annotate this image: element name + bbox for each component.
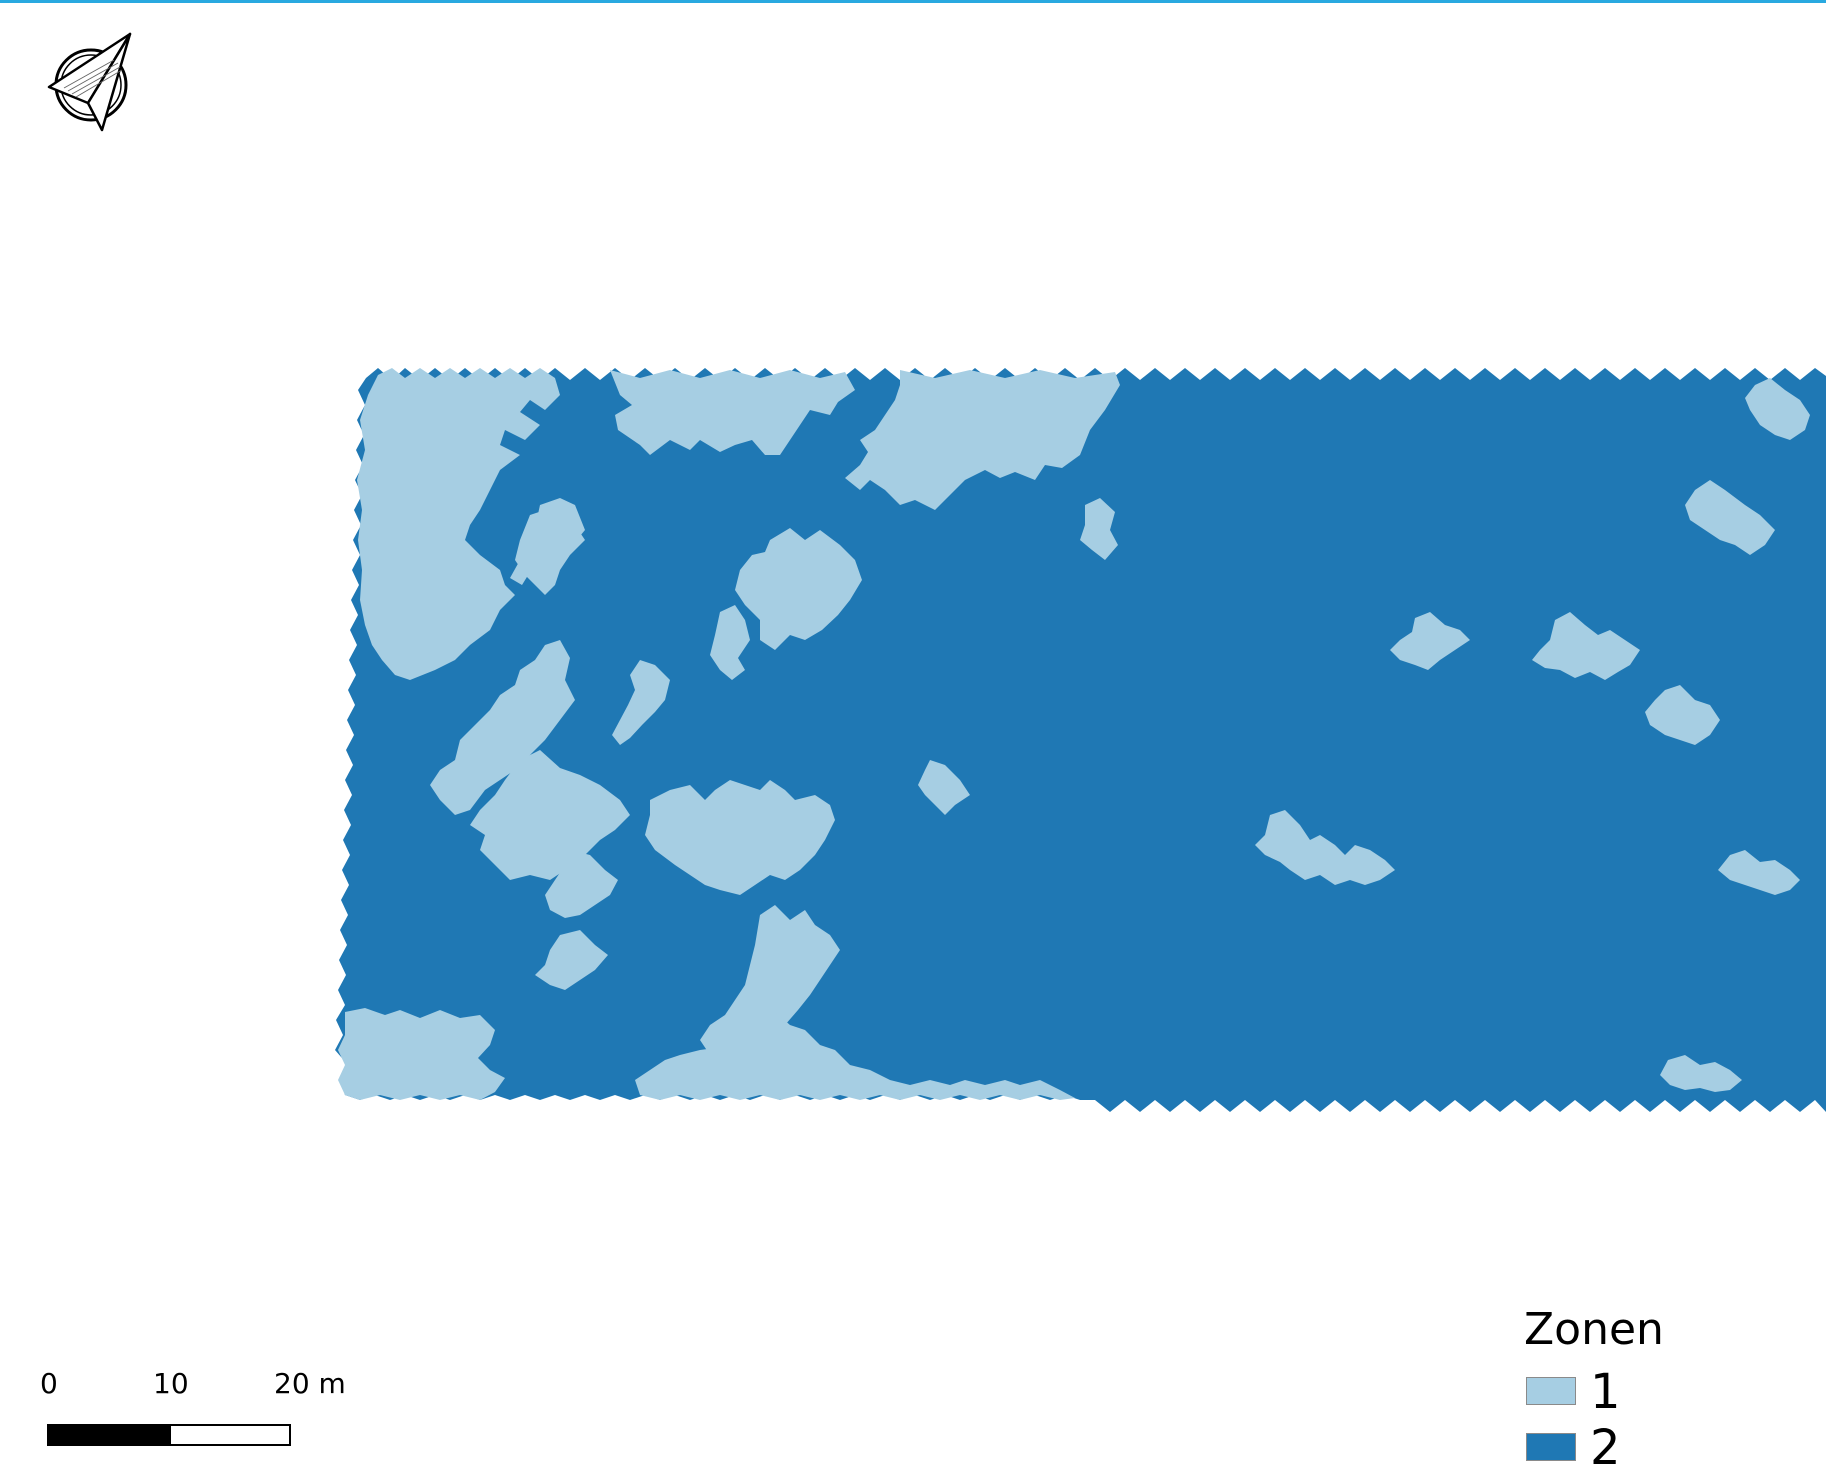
- compass-north-arrow-icon: [47, 32, 132, 132]
- legend-swatch-1: [1526, 1377, 1576, 1405]
- scale-bar: 0 10 20 m: [38, 1370, 378, 1458]
- legend-label-2: 2: [1590, 1420, 1621, 1476]
- legend-label-1: 1: [1590, 1364, 1621, 1420]
- scale-bar-filled-segment: [49, 1426, 171, 1444]
- scale-label-0: 0: [40, 1367, 58, 1400]
- legend: Zonen 1 2: [1524, 1304, 1824, 1473]
- scale-label-20: 20 m: [274, 1367, 346, 1400]
- legend-item-2: 2: [1524, 1424, 1784, 1474]
- scale-label-10: 10: [153, 1367, 189, 1400]
- scale-bar-track: [47, 1424, 291, 1446]
- zone-2-area: [335, 368, 1826, 1112]
- frame-top-rule: [0, 0, 1826, 3]
- zone-1-patches: [338, 368, 1810, 1100]
- legend-swatch-2: [1526, 1433, 1576, 1461]
- legend-item-1: 1: [1524, 1368, 1784, 1418]
- legend-title: Zonen: [1524, 1304, 1664, 1355]
